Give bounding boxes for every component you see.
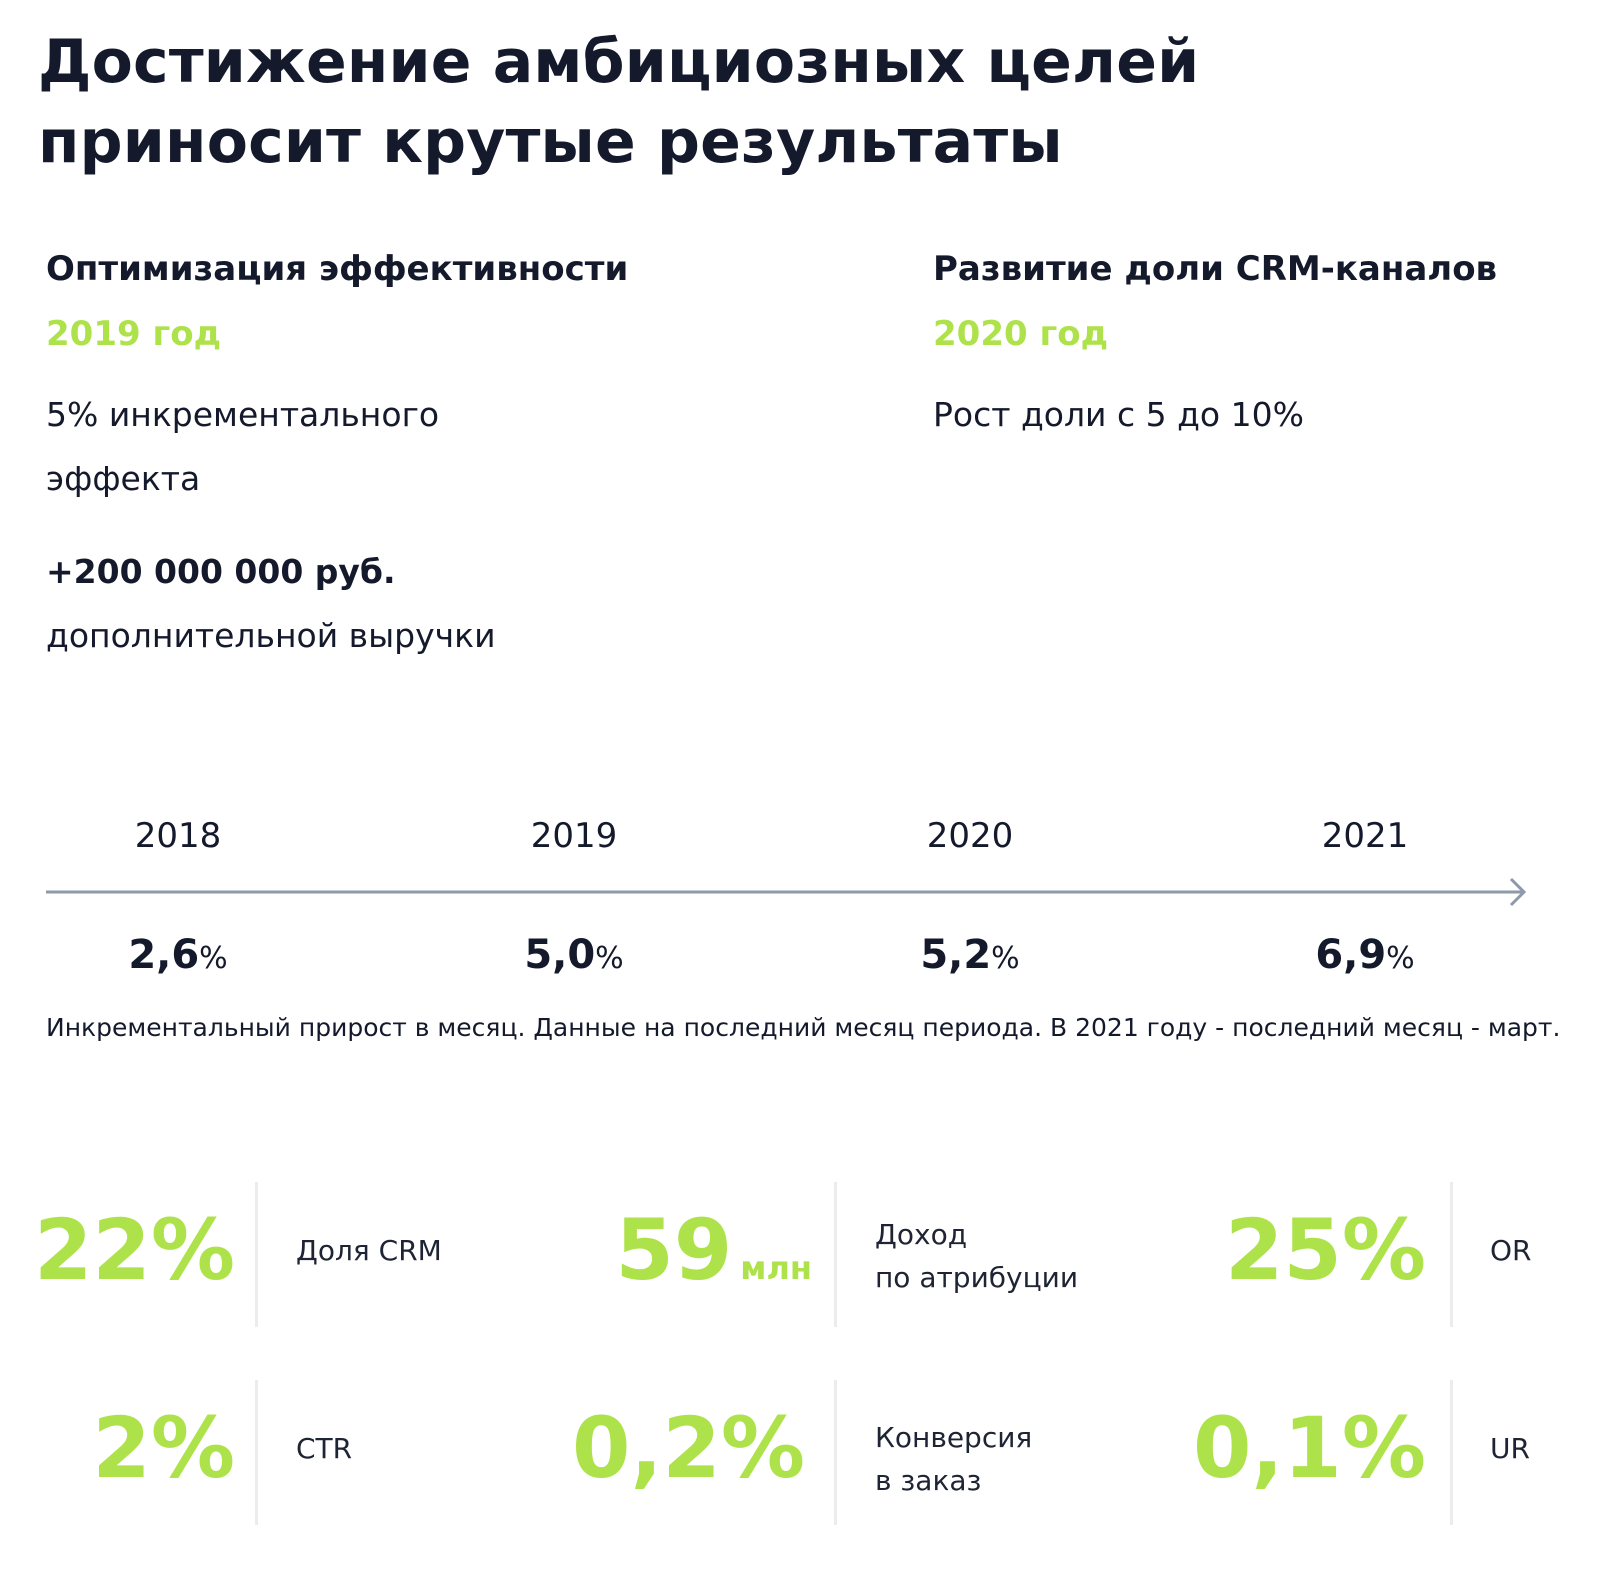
metric-value: 2%	[30, 1398, 235, 1498]
divider	[1450, 1380, 1453, 1525]
metric-unit: млн	[740, 1249, 812, 1287]
metric-value: 0,1%	[1160, 1398, 1426, 1498]
divider	[834, 1182, 837, 1327]
achievement-crm-share: Развитие доли CRM-каналов 2020 год Рост …	[933, 246, 1553, 447]
metric-number: 0,2%	[572, 1399, 805, 1497]
timeline-value: 5,2%	[890, 928, 1050, 986]
arrow-head-icon	[1509, 877, 1527, 907]
achievement-title: Оптимизация эффективности	[46, 249, 629, 289]
metric-value: 25%	[1160, 1200, 1426, 1300]
achievement-description: Рост доли с 5 до 10%	[933, 395, 1304, 434]
divider	[255, 1380, 258, 1525]
percent-sign: %	[991, 941, 1020, 976]
timeline-year-label: 2021	[1321, 816, 1409, 856]
metric-number: 0,1%	[1193, 1399, 1426, 1497]
timeline-value: 5,0%	[494, 928, 654, 986]
timeline-arrow	[46, 877, 1527, 907]
percent-sign: %	[595, 941, 624, 976]
timeline-value-number: 5,0	[524, 932, 596, 978]
timeline-value-number: 6,9	[1315, 932, 1387, 978]
timeline-value-number: 2,6	[128, 932, 200, 978]
revenue-amount: +200 000 000 руб.	[46, 552, 396, 591]
metric-label: Доля CRM	[296, 1229, 442, 1272]
achievement-description: 5% инкрементального эффекта	[46, 395, 440, 498]
percent-sign: %	[1386, 941, 1415, 976]
timeline-year-label: 2018	[134, 816, 222, 856]
metric-label-line: CTR	[296, 1432, 353, 1465]
achievement-title: Развитие доли CRM-каналов	[933, 249, 1498, 289]
metric-number: 59	[615, 1201, 733, 1299]
metric-label: Конверсия в заказ	[875, 1416, 1032, 1502]
metric-value: 0,2%	[560, 1398, 805, 1498]
metric-number: 2%	[92, 1399, 235, 1497]
metric-label-line: OR	[1490, 1234, 1532, 1267]
timeline-value: 2,6%	[98, 928, 258, 986]
metric-label: CTR	[296, 1427, 352, 1470]
divider	[1450, 1182, 1453, 1327]
metric-value: 59 млн	[560, 1200, 812, 1318]
achievement-year: 2019 год	[46, 314, 222, 354]
metric-number: 22%	[33, 1201, 235, 1299]
metric-label: Доход по атрибуции	[875, 1213, 1078, 1299]
metric-number: 25%	[1224, 1201, 1426, 1299]
revenue-label: дополнительной выручки	[46, 616, 496, 655]
page-title: Достижение амбициозных целей приносит кр…	[38, 27, 1200, 177]
achievement-efficiency: Оптимизация эффективности 2019 год 5% ин…	[46, 246, 686, 659]
metric-label-line: по атрибуции	[875, 1261, 1079, 1294]
timeline-year-label: 2020	[926, 816, 1014, 856]
timeline-footnote: Инкрементальный прирост в месяц. Данные …	[46, 1013, 1561, 1042]
metric-label-line: Конверсия	[875, 1421, 1033, 1454]
metric-label: OR	[1490, 1229, 1532, 1272]
achievement-year: 2020 год	[933, 314, 1109, 354]
metric-label: UR	[1490, 1427, 1530, 1470]
metric-label-line: Доход	[875, 1218, 968, 1251]
metric-label-line: UR	[1490, 1432, 1530, 1465]
metric-value: 22%	[30, 1200, 235, 1300]
metric-label-line: Доля CRM	[296, 1234, 442, 1267]
percent-sign: %	[199, 941, 228, 976]
timeline-value-number: 5,2	[920, 932, 992, 978]
metric-label-line: в заказ	[875, 1464, 982, 1497]
timeline-year-label: 2019	[530, 816, 618, 856]
timeline-value: 6,9%	[1285, 928, 1445, 986]
divider	[255, 1182, 258, 1327]
divider	[834, 1380, 837, 1525]
